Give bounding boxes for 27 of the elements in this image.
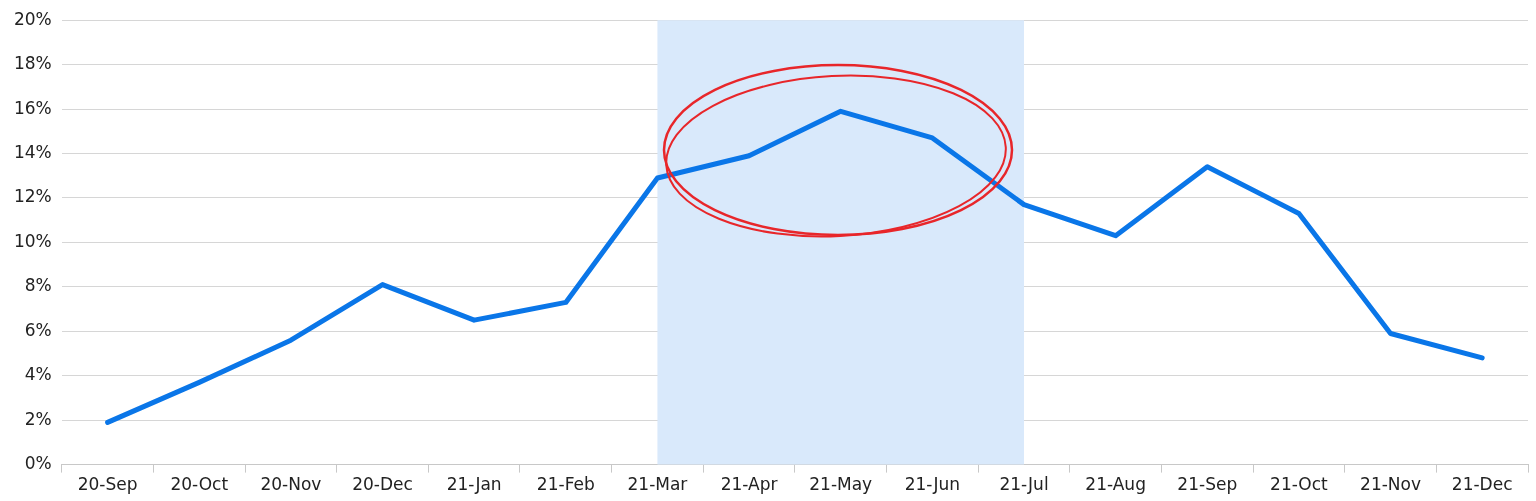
y-tick-label: 12% bbox=[13, 186, 52, 207]
y-tick-label: 10% bbox=[13, 230, 52, 251]
y-tick-label: 2% bbox=[24, 408, 52, 429]
x-tick-label: 21-Aug bbox=[1085, 474, 1146, 495]
x-tick-label: 21-Sep bbox=[1177, 474, 1238, 495]
x-tick-label: 21-Oct bbox=[1270, 474, 1329, 495]
x-tick-label: 20-Oct bbox=[170, 474, 229, 495]
x-tick-label: 20-Sep bbox=[77, 474, 138, 495]
y-tick-label: 14% bbox=[13, 141, 52, 162]
x-tick-label: 21-Apr bbox=[720, 474, 778, 495]
y-tick-label: 4% bbox=[24, 364, 52, 385]
y-tick-label: 20% bbox=[13, 8, 52, 29]
x-tick-label: 21-Mar bbox=[627, 474, 688, 495]
x-tick-label: 21-Jun bbox=[904, 474, 960, 495]
x-tick-label: 20-Nov bbox=[260, 474, 322, 495]
y-tick-label: 0% bbox=[24, 453, 52, 474]
x-tick-label: 21-Feb bbox=[536, 474, 595, 495]
x-tick-label: 21-Nov bbox=[1360, 474, 1422, 495]
x-tick-label: 20-Dec bbox=[352, 474, 413, 495]
y-tick-label: 18% bbox=[13, 53, 52, 74]
x-tick-label: 21-May bbox=[809, 474, 873, 495]
y-tick-label: 8% bbox=[24, 275, 52, 296]
y-tick-label: 16% bbox=[13, 97, 52, 118]
x-tick-label: 21-Jul bbox=[999, 474, 1049, 495]
x-tick-label: 21-Jan bbox=[446, 474, 502, 495]
y-tick-label: 6% bbox=[24, 319, 52, 340]
x-tick-label: 21-Dec bbox=[1451, 474, 1513, 495]
